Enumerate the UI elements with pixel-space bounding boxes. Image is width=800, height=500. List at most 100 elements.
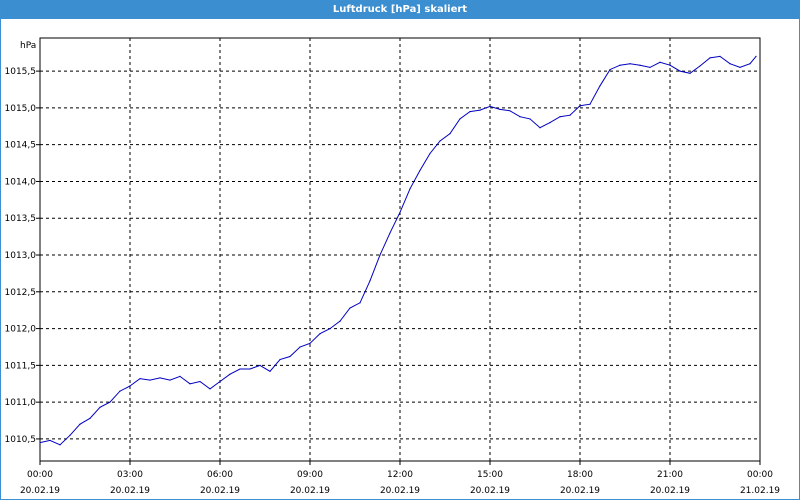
pressure-data-point bbox=[409, 188, 411, 190]
pressure-data-point bbox=[159, 377, 161, 379]
pressure-data-point bbox=[69, 434, 71, 436]
pressure-data-point bbox=[189, 383, 191, 385]
pressure-data-point bbox=[739, 66, 741, 69]
x-tick-time-label: 00:00 bbox=[27, 470, 53, 480]
pressure-data-point bbox=[389, 232, 391, 234]
pressure-data-point bbox=[279, 358, 281, 361]
pressure-data-point bbox=[749, 63, 751, 65]
x-tick-time-label: 18:00 bbox=[567, 470, 593, 480]
pressure-data-point bbox=[269, 370, 271, 372]
y-tick-label: 1012,0 bbox=[5, 325, 37, 335]
x-tick-date-label: 20.02.19 bbox=[650, 486, 690, 496]
pressure-data-point bbox=[539, 127, 541, 129]
grid bbox=[40, 38, 760, 461]
pressure-data-point bbox=[359, 302, 361, 304]
pressure-data-point bbox=[169, 379, 171, 381]
x-tick-time-label: 21:00 bbox=[657, 470, 683, 480]
pressure-data-point bbox=[339, 320, 341, 322]
pressure-data-point bbox=[369, 280, 371, 282]
pressure-data-point bbox=[149, 379, 151, 381]
y-tick-label: 1012,5 bbox=[5, 288, 37, 298]
x-tick-date-label: 20.02.19 bbox=[470, 486, 510, 496]
y-tick-label: 1011,0 bbox=[5, 398, 37, 408]
pressure-data-point bbox=[509, 110, 511, 112]
series bbox=[39, 55, 757, 446]
y-tick-label: 1013,5 bbox=[5, 214, 37, 224]
pressure-data-point bbox=[299, 346, 301, 348]
pressure-data-point bbox=[629, 63, 631, 65]
x-tick-time-label: 03:00 bbox=[117, 470, 143, 480]
pressure-data-point bbox=[619, 64, 621, 66]
y-tick-label: 1010,5 bbox=[5, 435, 37, 445]
pressure-data-point bbox=[579, 105, 581, 107]
pressure-series-line bbox=[39, 55, 757, 446]
pressure-data-point bbox=[669, 64, 671, 66]
pressure-data-point bbox=[139, 378, 141, 380]
y-tick-label: 1014,0 bbox=[5, 177, 37, 187]
x-tick-date-label: 20.02.19 bbox=[560, 486, 600, 496]
pressure-data-point bbox=[59, 444, 61, 446]
pressure-data-point bbox=[219, 380, 221, 383]
y-tick-label: 1014,5 bbox=[5, 141, 37, 151]
pressure-data-point bbox=[259, 364, 261, 366]
y-tick-label: 1011,5 bbox=[5, 361, 37, 371]
pressure-data-point bbox=[689, 72, 691, 74]
pressure-data-point bbox=[559, 116, 561, 118]
tick-labels: 1010,5 1011,0 1011,5 1012,0 1012,5 1013,0 1013… bbox=[5, 41, 781, 496]
pressure-data-point bbox=[309, 342, 311, 344]
pressure-data-point bbox=[109, 401, 111, 403]
x-tick-date-label: 20.02.19 bbox=[110, 486, 150, 496]
pressure-data-point bbox=[549, 122, 551, 124]
y-tick-label: 1015,5 bbox=[5, 67, 37, 77]
pressure-data-point bbox=[755, 55, 757, 57]
x-tick-date-label: 20.02.19 bbox=[380, 486, 420, 496]
pressure-data-point bbox=[519, 116, 521, 118]
chart-title: Luftdruck [hPa] skaliert bbox=[1, 1, 799, 19]
pressure-data-point bbox=[249, 368, 251, 370]
plot-frame bbox=[39, 37, 761, 462]
pressure-data-point bbox=[459, 118, 461, 120]
pressure-data-point bbox=[89, 417, 91, 419]
pressure-data-point bbox=[569, 114, 571, 116]
pressure-data-point bbox=[599, 85, 601, 87]
x-tick-date-label: 20.02.19 bbox=[290, 486, 330, 496]
x-tick-date-label: 21.02.19 bbox=[740, 486, 780, 496]
x-tick-time-label: 06:00 bbox=[207, 470, 233, 480]
x-tick-date-label: 20.02.19 bbox=[20, 486, 60, 496]
pressure-data-point bbox=[709, 57, 711, 59]
x-tick-time-label: 00:00 bbox=[747, 470, 773, 480]
y-axis-label: hPa bbox=[20, 41, 36, 51]
pressure-data-point bbox=[49, 439, 51, 442]
pressure-data-point bbox=[449, 133, 451, 135]
pressure-data-point bbox=[349, 307, 351, 309]
pressure-data-point bbox=[99, 406, 101, 408]
pressure-data-point bbox=[499, 108, 501, 110]
pressure-data-point bbox=[649, 66, 651, 69]
pressure-data-point bbox=[589, 103, 591, 105]
pressure-data-point bbox=[209, 388, 211, 390]
pressure-data-point bbox=[39, 442, 41, 444]
pressure-data-point bbox=[659, 61, 661, 63]
pressure-data-point bbox=[729, 63, 731, 65]
pressure-data-point bbox=[469, 110, 471, 113]
pressure-data-point bbox=[229, 373, 231, 375]
pressure-data-point bbox=[429, 152, 431, 155]
x-tick-time-label: 09:00 bbox=[297, 470, 323, 480]
pressure-data-point bbox=[419, 169, 421, 172]
x-tick-date-label: 20.02.19 bbox=[200, 486, 240, 496]
pressure-data-point bbox=[119, 390, 121, 392]
pressure-data-point bbox=[319, 333, 321, 335]
pressure-data-point bbox=[679, 70, 681, 72]
pressure-data-point bbox=[639, 64, 641, 66]
pressure-data-point bbox=[129, 385, 131, 387]
pressure-data-point bbox=[609, 69, 611, 71]
pressure-data-point bbox=[489, 105, 491, 108]
pressure-data-point bbox=[479, 109, 481, 111]
x-tick-time-label: 15:00 bbox=[477, 470, 503, 480]
pressure-data-point bbox=[329, 327, 331, 330]
pressure-data-point bbox=[179, 375, 181, 377]
pressure-data-point bbox=[289, 355, 291, 358]
pressure-data-point bbox=[239, 368, 241, 370]
pressure-data-point bbox=[699, 65, 701, 67]
